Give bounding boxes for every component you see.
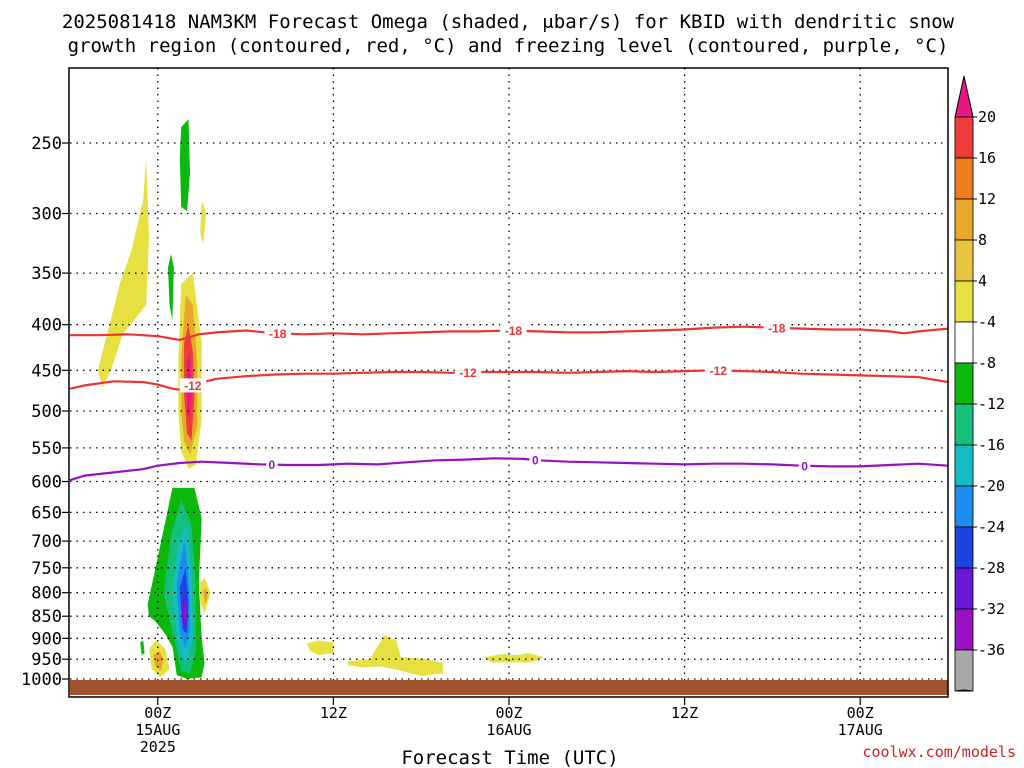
contour-label-bg-0 (266, 457, 278, 472)
y-tick-label: 450 (31, 361, 62, 381)
omega-region-yellow-blob-16aug (484, 653, 545, 663)
colorbar-label: 12 (978, 190, 996, 208)
colorbar-label: 20 (978, 108, 996, 126)
colorbar-swatch (954, 649, 974, 692)
contour-label--12: -12 (459, 366, 477, 380)
colorbar-swatch (954, 239, 974, 282)
colorbar-label: 4 (978, 272, 987, 290)
colorbar-label: -16 (978, 436, 1005, 454)
plot-area: -18 -18 -18 -12 -12 -12 0 0 0 (68, 67, 949, 698)
contour-label-bg--18 (500, 323, 527, 338)
colorbar-label: -12 (978, 395, 1005, 413)
colorbar-swatch (954, 567, 974, 610)
colorbar-top-arrow (954, 75, 974, 118)
omega-region-low-magenta-core (183, 602, 187, 623)
colorbar-swatch (954, 280, 974, 323)
colorbar-label: 16 (978, 149, 996, 167)
omega-region-upper-yellow-plume (97, 158, 149, 388)
x-tick-label: 2025 (140, 738, 176, 756)
y-tick-label: 850 (31, 607, 62, 627)
colorbar-label: -28 (978, 559, 1005, 577)
contour-label-bg--18 (763, 320, 790, 335)
y-tick-label: 550 (31, 439, 62, 459)
contour-label-bg--18 (264, 326, 291, 341)
contour-label--18: -18 (505, 324, 523, 338)
omega-region-upper-green-left (168, 253, 174, 320)
contour-label-bg--12 (705, 363, 732, 378)
y-tick-label: 950 (31, 650, 62, 670)
contour-label-0: 0 (269, 458, 276, 472)
omega-region-yellow-blob-17z (348, 635, 444, 676)
contour-label-bg--12 (179, 378, 207, 393)
temperature-contours: -18 -18 -18 -12 -12 -12 0 0 0 (69, 320, 949, 482)
grid (70, 68, 948, 695)
contour-label-0: 0 (801, 459, 808, 473)
y-tick-label: 800 (31, 584, 62, 604)
chart-title-line2: growth region (contoured, red, °C) and f… (68, 35, 949, 57)
y-tick-label: 900 (31, 629, 62, 649)
colorbar-label: -20 (978, 477, 1005, 495)
colorbar-label: -32 (978, 600, 1005, 618)
contour-label-bg-0 (529, 453, 542, 467)
colorbar-swatch (954, 526, 974, 569)
colorbar-swatch (954, 198, 974, 241)
contour-label--18: -18 (269, 327, 287, 341)
contour-label--18: -18 (768, 321, 786, 335)
y-tick-label: 500 (31, 402, 62, 422)
colorbar-swatch (954, 608, 974, 651)
colorbar-swatch (954, 485, 974, 528)
contour-label--12: -12 (184, 379, 202, 393)
colorbar-label: 8 (978, 231, 987, 249)
colorbar-label: -24 (978, 518, 1005, 536)
y-tick-label: 300 (31, 205, 62, 225)
site-credit: coolwx.com/models (862, 743, 1016, 761)
colorbar-swatch (954, 362, 974, 405)
colorbar-swatch (954, 157, 974, 200)
y-tick-label: 1000 (21, 670, 62, 690)
y-tick-label: 650 (31, 503, 62, 523)
contour-label-bg--12 (454, 365, 482, 380)
x-tick-label: 15AUG (135, 721, 180, 739)
x-tick-label: 17AUG (838, 721, 883, 739)
contour-label--12: -12 (710, 364, 728, 378)
contour-label-0: 0 (532, 454, 539, 468)
omega-shading (97, 119, 545, 679)
y-tick-label: 750 (31, 559, 62, 579)
y-tick-label: 600 (31, 473, 62, 493)
x-tick-label: 16AUG (486, 721, 531, 739)
omega-region-green-sliver-920 (140, 640, 145, 656)
colorbar-bottom-arrow (954, 689, 974, 692)
x-tick-label: 12Z (320, 704, 347, 722)
omega-region-upper-green-thin (179, 119, 190, 211)
y-tick-label: 700 (31, 532, 62, 552)
omega-region-yellow-blob-12z (307, 640, 334, 656)
colorbar: 20 16 12 8 4 -4 -8 -12 -16 -20 -24 -28 -32 -36 (954, 75, 1005, 692)
colorbar-swatch (954, 444, 974, 487)
colorbar-swatch (954, 321, 974, 364)
terrain-band (70, 680, 948, 695)
colorbar-label: -36 (978, 641, 1005, 659)
contour-label-bg-0 (798, 458, 811, 473)
x-tick-label: 00Z (847, 704, 874, 722)
x-tick-label: 00Z (495, 704, 522, 722)
contour-line-0 (69, 457, 949, 482)
chart-title-line1: 2025081418 NAM3KM Forecast Omega (shaded… (62, 11, 955, 33)
x-axis-label: Forecast Time (UTC) (401, 747, 618, 768)
colorbar-swatch (954, 116, 974, 159)
x-tick-label: 00Z (144, 704, 171, 722)
omega-region-orange-lobe-950 (153, 650, 164, 672)
y-tick-label: 250 (31, 134, 62, 154)
y-tick-label: 400 (31, 316, 62, 336)
x-tick-label: 12Z (671, 704, 698, 722)
colorbar-label: -8 (978, 354, 996, 372)
colorbar-swatch (954, 403, 974, 446)
omega-region-yellow-flag-300 (200, 200, 207, 245)
y-tick-label: 350 (31, 264, 62, 284)
colorbar-label: -4 (978, 313, 996, 331)
